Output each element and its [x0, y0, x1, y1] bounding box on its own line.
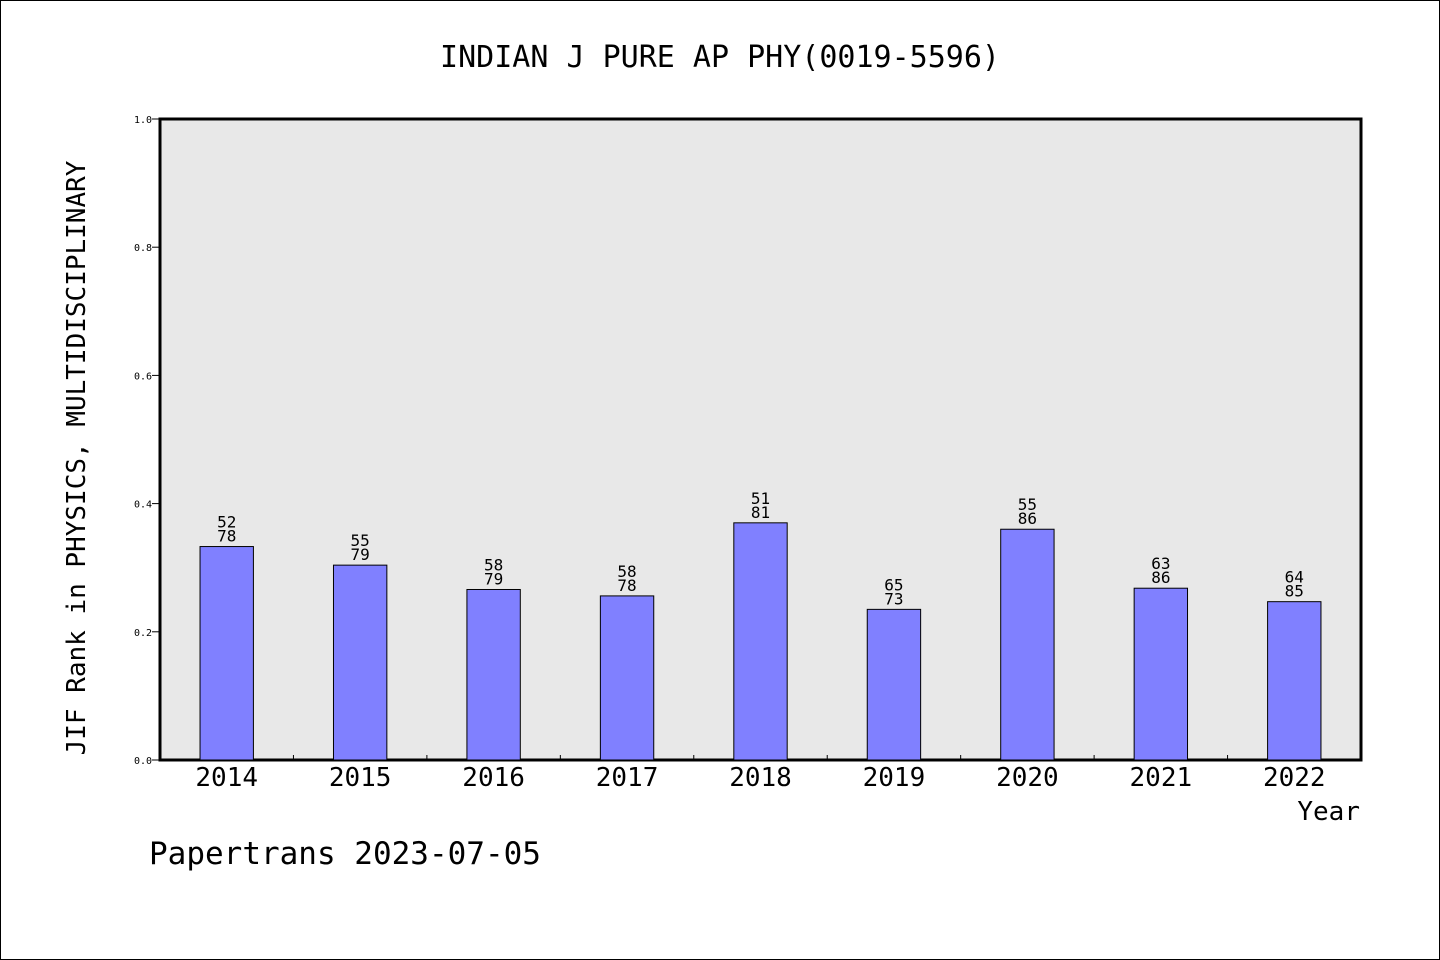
y-axis-ticks: 0.0 0.2 0.4 0.6 0.8 1.0: [134, 115, 160, 767]
footer-credit: Papertrans 2023-07-05: [149, 836, 541, 872]
bar-label-bottom: 86: [1151, 568, 1170, 587]
x-tick-label: 2019: [863, 763, 926, 793]
x-tick-label: 2014: [195, 763, 258, 793]
bar-label-bottom: 78: [617, 576, 636, 595]
x-axis-label: Year: [1297, 797, 1360, 827]
bar-label-bottom: 73: [884, 589, 903, 608]
bar-2014: [199, 546, 254, 761]
x-tick-label: 2015: [329, 763, 392, 793]
x-tick-label: 2016: [462, 763, 525, 793]
y-axis-label: JIF Rank in PHYSICS, MULTIDISCIPLINARY: [62, 160, 92, 755]
bar-2022: [1267, 601, 1322, 761]
bar-label-top: 58: [484, 555, 503, 574]
y-tick-label: 0.8: [134, 243, 152, 254]
chart-title: INDIAN J PURE AP PHY(0019-5596): [440, 40, 1000, 75]
bar-2021: [1133, 587, 1189, 761]
y-tick-label: 0.6: [134, 371, 152, 382]
y-tick-label: 0.0: [134, 756, 152, 767]
bar-2020: [1000, 528, 1055, 761]
bar-2019: [866, 608, 922, 761]
x-tick-label: 2022: [1263, 763, 1326, 793]
x-tick-label: 2020: [996, 763, 1059, 793]
bar-label-top: 65: [884, 575, 903, 594]
bar-2016: [466, 588, 521, 761]
bar-2015: [332, 564, 388, 761]
bar-2018: [733, 522, 788, 761]
y-tick-label: 1.0: [134, 115, 152, 126]
bar-label-top: 58: [617, 562, 636, 581]
bar-label-bottom: 85: [1285, 582, 1304, 601]
bar-label-bottom: 79: [351, 545, 370, 564]
bar-label-top: 63: [1151, 554, 1170, 573]
y-tick-label: 0.4: [134, 500, 152, 511]
x-tick-label: 2018: [729, 763, 792, 793]
bar-label-bottom: 79: [484, 569, 503, 588]
bar-label-top: 52: [217, 513, 236, 532]
bar-label-bottom: 78: [217, 527, 236, 546]
bar-label-top: 64: [1285, 568, 1304, 587]
bar-2017: [599, 595, 655, 761]
bar-label-bottom: 86: [1018, 509, 1037, 528]
bar-label-top: 51: [751, 489, 770, 508]
x-tick-label: 2021: [1130, 763, 1193, 793]
bar-label-bottom: 81: [751, 503, 770, 522]
y-tick-label: 0.2: [134, 628, 152, 639]
bar-label-top: 55: [1018, 495, 1037, 514]
x-axis-ticks: 2014 2015 2016 2017 2018 2019 2020 2021 2022: [195, 755, 1326, 793]
bar-label-top: 55: [351, 531, 370, 550]
x-tick-label: 2017: [596, 763, 659, 793]
